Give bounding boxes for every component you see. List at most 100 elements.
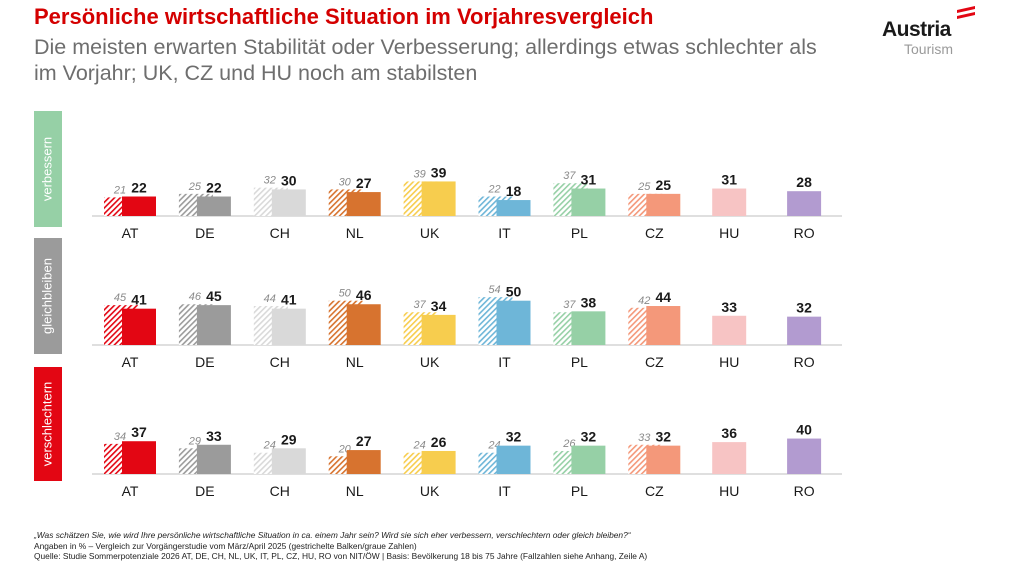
- label-current-verbessern-NL: 27: [356, 175, 372, 191]
- bar-current-gleichbleiben-IT: [496, 300, 531, 345]
- category-label-verbessern-CH: CH: [270, 225, 290, 241]
- category-label-verschlechtern-RO: RO: [794, 483, 815, 499]
- bar-current-verschlechtern-DE: [196, 444, 231, 474]
- bar-current-verschlechtern-UK: [421, 450, 456, 474]
- label-current-verschlechtern-RO: 40: [796, 422, 812, 438]
- label-current-gleichbleiben-AT: 41: [131, 292, 147, 308]
- bar-current-verschlechtern-CH: [271, 448, 306, 474]
- label-current-gleichbleiben-RO: 32: [796, 300, 812, 316]
- label-current-gleichbleiben-CZ: 44: [656, 289, 672, 305]
- label-current-gleichbleiben-UK: 34: [431, 298, 447, 314]
- bar-current-gleichbleiben-AT: [122, 308, 156, 345]
- label-current-gleichbleiben-HU: 33: [721, 299, 737, 315]
- label-current-verbessern-RO: 28: [796, 174, 812, 190]
- bar-current-gleichbleiben-UK: [421, 314, 456, 345]
- bar-current-verschlechtern-PL: [571, 445, 606, 474]
- category-label-gleichbleiben-RO: RO: [794, 354, 815, 370]
- bar-current-gleichbleiben-CH: [271, 308, 306, 345]
- logo-subtitle: Tourism: [904, 41, 954, 57]
- label-previous-verbessern-IT: 22: [487, 184, 500, 196]
- category-label-verschlechtern-CH: CH: [270, 483, 290, 499]
- bar-current-gleichbleiben-HU: [712, 315, 747, 345]
- panel-label-box-gleichbleiben: [34, 238, 62, 354]
- label-previous-gleichbleiben-PL: 37: [563, 299, 576, 311]
- label-previous-verschlechtern-AT: 34: [114, 431, 126, 443]
- category-label-verbessern-IT: IT: [498, 225, 511, 241]
- logo-stripes-icon: [957, 6, 975, 19]
- bar-current-verschlechtern-RO: [787, 438, 822, 474]
- logo-wordmark: Austria: [882, 18, 951, 41]
- label-current-verschlechtern-CZ: 32: [656, 429, 672, 445]
- bar-current-verbessern-NL: [346, 192, 381, 216]
- label-current-gleichbleiben-DE: 45: [206, 288, 222, 304]
- bar-current-verbessern-PL: [571, 188, 606, 216]
- category-label-gleichbleiben-CH: CH: [270, 354, 290, 370]
- bar-current-verbessern-DE: [196, 196, 231, 216]
- bar-current-gleichbleiben-DE: [196, 305, 231, 345]
- category-label-gleichbleiben-UK: UK: [420, 354, 440, 370]
- bar-current-verbessern-RO: [787, 191, 822, 216]
- category-label-gleichbleiben-DE: DE: [195, 354, 214, 370]
- bar-current-gleichbleiben-RO: [787, 316, 822, 345]
- category-label-verbessern-HU: HU: [719, 225, 739, 241]
- bar-current-verbessern-AT: [122, 196, 156, 216]
- category-label-verbessern-PL: PL: [571, 225, 588, 241]
- bar-current-verschlechtern-NL: [346, 450, 381, 474]
- category-label-gleichbleiben-HU: HU: [719, 354, 739, 370]
- label-previous-verschlechtern-DE: 29: [188, 435, 201, 447]
- category-label-gleichbleiben-CZ: CZ: [645, 354, 664, 370]
- label-previous-gleichbleiben-AT: 45: [114, 292, 127, 304]
- label-current-verbessern-HU: 31: [721, 172, 737, 188]
- bar-current-verbessern-UK: [421, 181, 456, 216]
- label-previous-gleichbleiben-NL: 50: [339, 288, 352, 300]
- label-current-verschlechtern-UK: 26: [431, 434, 447, 450]
- bar-current-gleichbleiben-CZ: [646, 306, 681, 345]
- panel-label-verschlechtern: verschlechtern: [39, 382, 54, 467]
- data-note: Angaben in % – Vergleich zur Vorgängerst…: [34, 540, 417, 551]
- bar-current-verschlechtern-AT: [122, 441, 156, 474]
- category-label-verbessern-CZ: CZ: [645, 225, 664, 241]
- category-label-verschlechtern-CZ: CZ: [645, 483, 664, 499]
- label-previous-gleichbleiben-CH: 44: [264, 293, 276, 305]
- label-current-verbessern-AT: 22: [131, 180, 147, 196]
- label-previous-verbessern-NL: 30: [339, 176, 352, 188]
- label-previous-verbessern-PL: 37: [563, 170, 576, 182]
- category-label-verschlechtern-IT: IT: [498, 483, 511, 499]
- category-label-verbessern-NL: NL: [346, 225, 364, 241]
- bar-current-verbessern-CZ: [646, 193, 681, 216]
- label-current-verbessern-CZ: 25: [656, 177, 672, 193]
- category-label-gleichbleiben-NL: NL: [346, 354, 364, 370]
- category-label-verbessern-UK: UK: [420, 225, 440, 241]
- category-label-verbessern-AT: AT: [122, 225, 139, 241]
- austria-tourism-logo: Austria Tourism: [880, 4, 980, 58]
- label-current-verbessern-CH: 30: [281, 172, 297, 188]
- label-current-verbessern-UK: 39: [431, 164, 447, 180]
- bar-current-verschlechtern-HU: [712, 442, 747, 474]
- bar-current-verbessern-HU: [712, 188, 747, 216]
- bar-current-gleichbleiben-PL: [571, 311, 606, 345]
- category-label-verschlechtern-PL: PL: [571, 483, 588, 499]
- label-previous-gleichbleiben-IT: 54: [488, 284, 500, 296]
- label-current-gleichbleiben-CH: 41: [281, 292, 297, 308]
- page-title: Persönliche wirtschaftliche Situation im…: [34, 4, 654, 29]
- panel-label-box-verschlechtern: [34, 367, 62, 481]
- category-label-gleichbleiben-PL: PL: [571, 354, 588, 370]
- label-current-verschlechtern-PL: 32: [581, 429, 597, 445]
- label-current-verschlechtern-AT: 37: [131, 424, 147, 440]
- label-current-gleichbleiben-IT: 50: [506, 284, 522, 300]
- label-previous-verbessern-DE: 25: [188, 181, 202, 193]
- label-current-verschlechtern-CH: 29: [281, 431, 297, 447]
- category-label-verschlechtern-HU: HU: [719, 483, 739, 499]
- label-previous-verbessern-AT: 21: [113, 184, 126, 196]
- label-current-gleichbleiben-PL: 38: [581, 294, 597, 310]
- footnotes: „Was schätzen Sie, wie wird Ihre persönl…: [34, 530, 647, 562]
- label-current-verbessern-PL: 31: [581, 172, 597, 188]
- page-subtitle: Die meisten erwarten Stabilität oder Ver…: [34, 35, 817, 85]
- label-previous-gleichbleiben-UK: 37: [413, 299, 426, 311]
- category-label-verschlechtern-UK: UK: [420, 483, 440, 499]
- survey-question: „Was schätzen Sie, wie wird Ihre persönl…: [34, 530, 631, 540]
- bar-current-verschlechtern-IT: [496, 445, 531, 474]
- label-previous-gleichbleiben-DE: 46: [189, 291, 202, 303]
- bar-chart: verbessern 21 22 AT 25 22 DE 32 30 CH 30 27 NL 39 39 UK…: [34, 111, 842, 499]
- label-current-verbessern-IT: 18: [506, 183, 522, 199]
